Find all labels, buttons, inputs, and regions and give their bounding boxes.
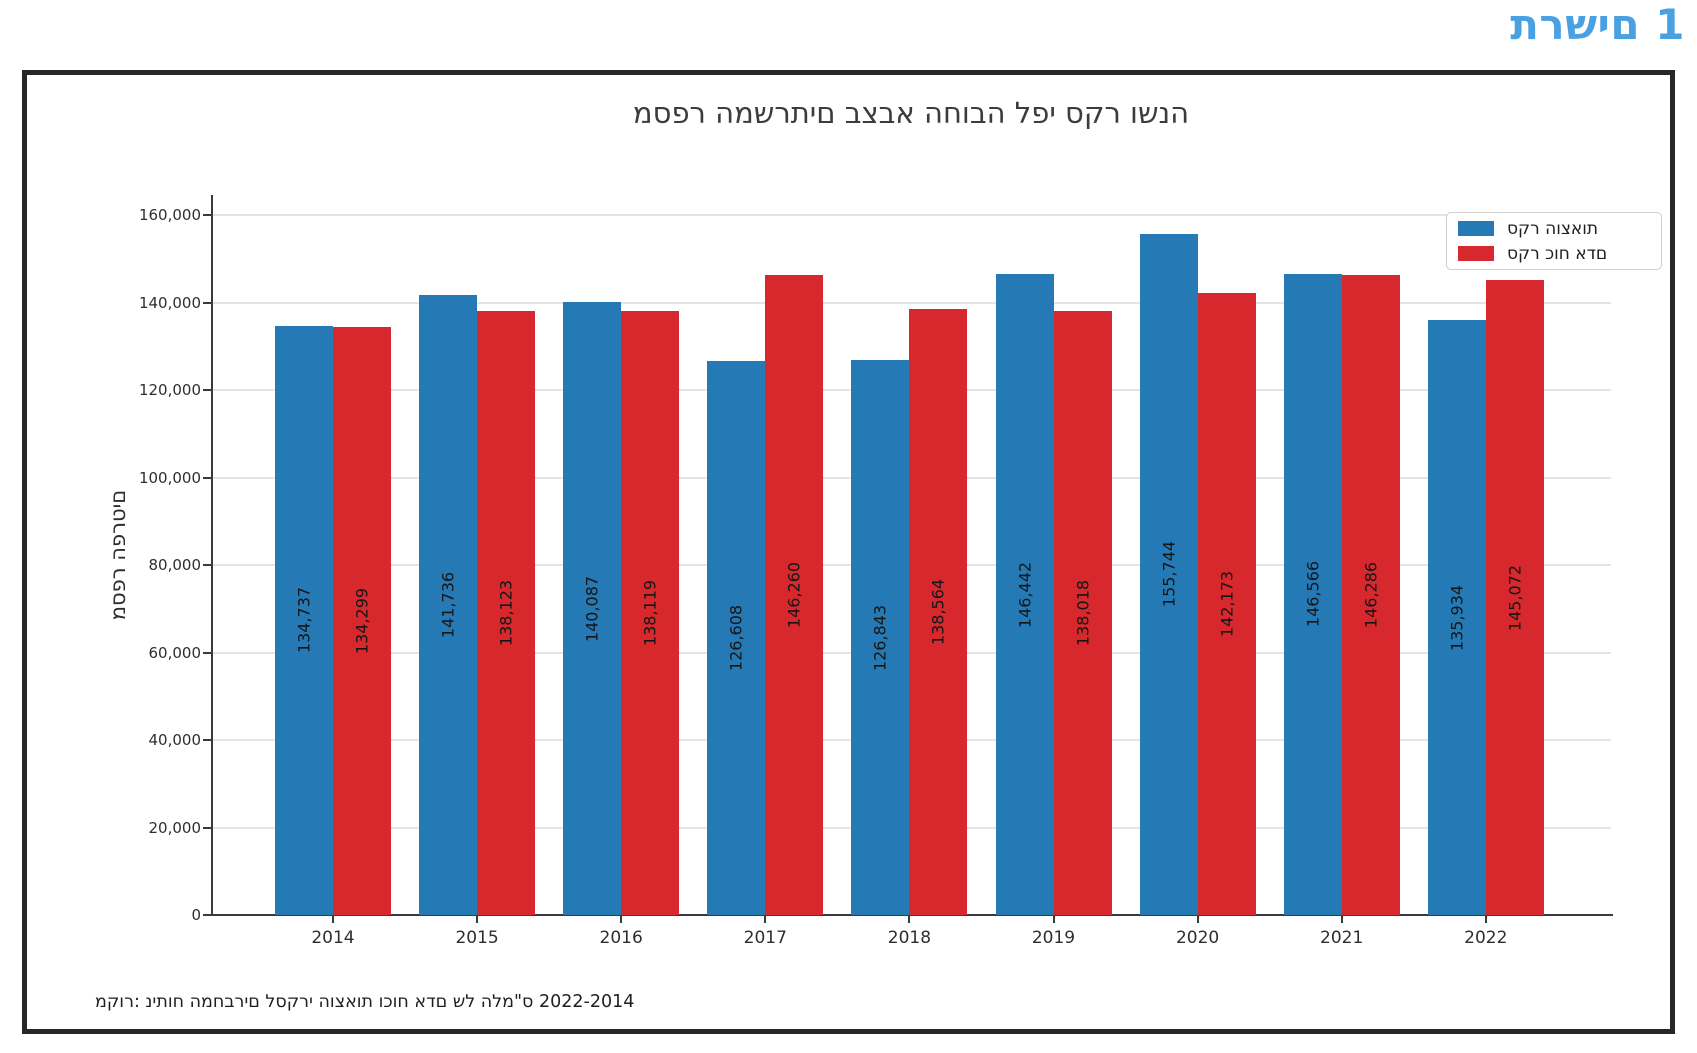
x-tick-2022 [1484, 916, 1487, 923]
bar-value-label: 141,736 [438, 571, 458, 639]
y-tick-80000 [203, 564, 211, 566]
bar-value-label: 155,744 [1159, 541, 1179, 608]
x-tick-2015 [476, 916, 479, 923]
x-tick-2018 [908, 916, 911, 923]
bar-manpower-2015 [477, 310, 536, 915]
x-tick-label-2014: 2014 [311, 928, 355, 948]
page-title: תרשים 1 [1510, 0, 1685, 49]
x-tick-2016 [620, 916, 623, 923]
bar-value-label: 134,737 [294, 587, 314, 654]
bar-expenditure-2017 [707, 361, 766, 915]
bar-value-label: 138,564 [928, 578, 948, 645]
bar-value-label: 142,173 [1217, 570, 1237, 638]
y-tick-label: 20,000 [148, 818, 202, 837]
y-tick-label: 40,000 [148, 731, 202, 749]
bar-expenditure-2019 [995, 274, 1054, 915]
chart-title: מספר המשרתים בצבא החובה לפי סקר ושנה [632, 96, 1190, 130]
legend-label: סקר הוצאות [1507, 218, 1599, 239]
x-tick-label-2019: 2019 [1031, 928, 1076, 948]
bar-expenditure-2021 [1283, 273, 1342, 915]
legend: סקר הוצאות סקר כוח אדם [1446, 212, 1662, 270]
y-tick-0 [203, 914, 211, 916]
x-tick-2014 [332, 916, 334, 923]
source-note: מקור: ניתוח המחברים לסקרי הוצאות וכוח אד… [95, 992, 635, 1012]
bar-manpower-2022 [1485, 280, 1544, 915]
x-tick-label-2016: 2016 [599, 928, 643, 948]
bar-manpower-2017 [765, 275, 824, 915]
bar-expenditure-2015 [419, 294, 478, 915]
x-tick-2017 [764, 916, 767, 923]
y-tick-label: 140,000 [138, 293, 201, 312]
bar-manpower-2019 [1053, 311, 1112, 915]
bar-expenditure-2018 [851, 360, 910, 915]
x-tick-label-2015: 2015 [455, 928, 499, 948]
legend-item-manpower-survey: סקר כוח אדם [1447, 244, 1661, 264]
bar-expenditure-2014 [275, 325, 333, 915]
bar-expenditure-2020 [1139, 233, 1198, 915]
legend-label: סקר כוח אדם [1507, 243, 1608, 264]
bar-value-label: 140,087 [582, 575, 602, 642]
y-tick-120000 [203, 389, 211, 391]
y-tick-label: 0 [191, 906, 201, 924]
bar-value-label: 146,442 [1015, 561, 1034, 628]
y-tick-40000 [203, 739, 211, 741]
x-tick-label-2022: 2022 [1464, 928, 1508, 948]
bar-value-label: 145,072 [1505, 564, 1525, 631]
y-tick-60000 [203, 651, 211, 654]
gridline-140000 [211, 301, 1611, 304]
bar-value-label: 138,018 [1073, 579, 1092, 647]
x-tick-label-2017: 2017 [743, 928, 787, 948]
y-axis-spine [211, 195, 213, 915]
bar-value-label: 146,286 [1361, 561, 1381, 629]
legend-swatch-red [1458, 246, 1494, 261]
y-axis-label: מספר הפרטים [106, 489, 130, 621]
x-tick-2019 [1052, 916, 1055, 923]
bar-expenditure-2022 [1427, 320, 1486, 915]
bar-value-label: 138,123 [496, 579, 516, 646]
bar-value-label: 135,934 [1447, 584, 1467, 651]
y-tick-label: 120,000 [138, 381, 201, 399]
y-tick-label: 100,000 [138, 468, 201, 487]
bar-value-label: 146,566 [1303, 561, 1323, 628]
y-tick-140000 [203, 301, 211, 304]
legend-item-expenditure-survey: סקר הוצאות [1447, 219, 1661, 239]
x-tick-label-2021: 2021 [1320, 928, 1364, 948]
y-tick-label: 80,000 [148, 556, 202, 574]
y-tick-label: 160,000 [138, 206, 201, 224]
x-tick-2021 [1340, 916, 1343, 923]
x-tick-label-2018: 2018 [887, 928, 932, 948]
gridline-160000 [211, 214, 1611, 216]
bar-manpower-2016 [621, 310, 680, 915]
bar-manpower-2021 [1341, 274, 1400, 915]
bar-manpower-2020 [1197, 292, 1256, 915]
bar-value-label: 146,260 [784, 561, 804, 629]
y-tick-label: 60,000 [148, 643, 202, 662]
bar-value-label: 126,843 [870, 604, 890, 671]
y-tick-160000 [203, 214, 211, 216]
y-tick-20000 [203, 826, 211, 829]
y-tick-100000 [203, 476, 211, 479]
x-tick-label-2020: 2020 [1175, 928, 1220, 948]
bar-value-label: 134,299 [352, 588, 372, 655]
bar-value-label: 138,119 [640, 579, 660, 646]
bar-manpower-2014 [333, 327, 391, 915]
x-axis-spine [211, 914, 1613, 916]
legend-swatch-blue [1458, 221, 1494, 236]
bar-value-label: 126,608 [726, 604, 746, 672]
bar-expenditure-2016 [563, 302, 622, 915]
x-tick-2020 [1196, 916, 1199, 923]
bar-manpower-2018 [909, 308, 968, 915]
